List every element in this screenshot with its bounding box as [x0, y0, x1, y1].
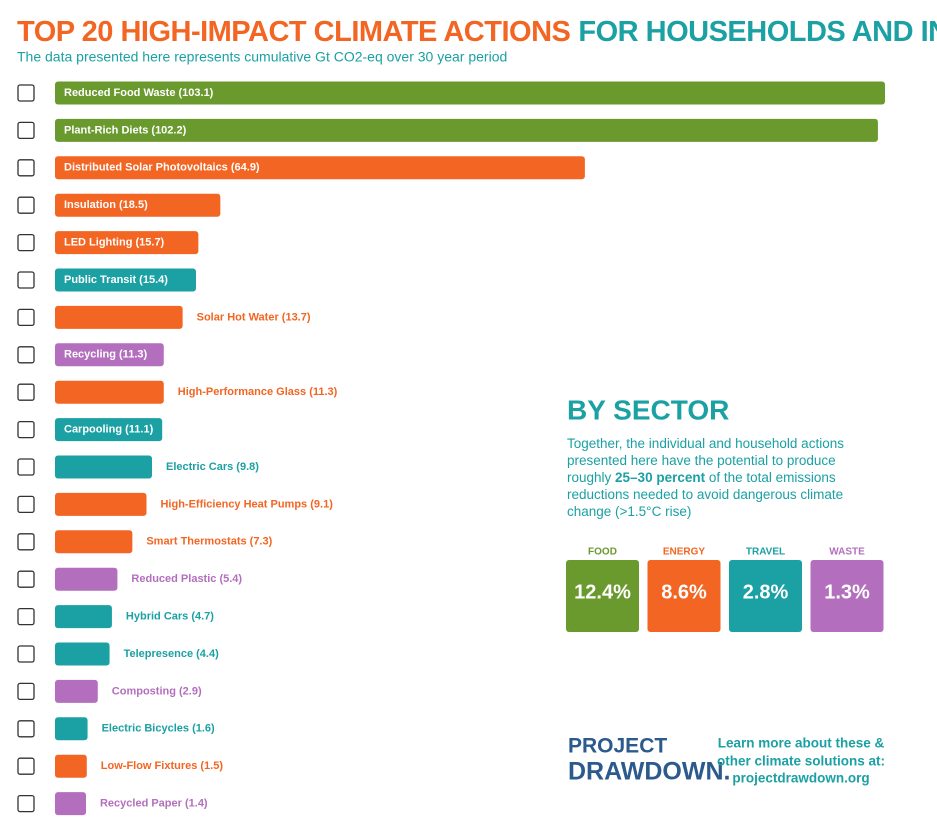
checkbox[interactable]	[17, 533, 35, 551]
bar	[55, 717, 88, 741]
bar	[55, 605, 112, 629]
checkbox[interactable]	[17, 607, 35, 626]
checkbox[interactable]	[17, 84, 35, 102]
sector-box	[647, 560, 721, 632]
bar	[55, 792, 86, 816]
bar	[55, 418, 163, 442]
checkbox[interactable]	[17, 383, 35, 401]
text: Together, the individual and household a…	[567, 436, 844, 485]
footer-text: projectdrawdown.org	[732, 771, 869, 786]
checkbox[interactable]	[17, 420, 35, 439]
checkbox[interactable]	[17, 346, 35, 364]
chart-subtitle: The data presented here represents cumul…	[17, 49, 507, 65]
sector-name: ENERGY	[663, 547, 706, 558]
title-part: TOP 20 HIGH-IMPACT CLIMATE ACTIONS	[17, 16, 571, 48]
sector-share: 8.6%	[661, 581, 707, 603]
bar	[55, 492, 147, 516]
bar-label: Recycling (11.3)	[64, 349, 147, 361]
text-bold: 25–30 percent	[615, 470, 706, 485]
bar-label: Reduced Plastic (5.4)	[131, 573, 242, 585]
bar	[55, 380, 164, 404]
sector-name: TRAVEL	[746, 547, 785, 558]
bar-label: Electric Cars (9.8)	[166, 461, 259, 473]
logo: DRAWDOWN.	[568, 758, 730, 786]
checkbox[interactable]	[17, 645, 35, 663]
bar	[55, 231, 199, 255]
bar-label: Recycled Paper (1.4)	[100, 798, 208, 810]
bar-label: Hybrid Cars (4.7)	[126, 611, 214, 623]
bar	[55, 81, 885, 105]
bar	[55, 118, 878, 142]
checkbox[interactable]	[17, 308, 35, 327]
bar	[55, 268, 196, 292]
checkbox[interactable]	[17, 271, 35, 289]
chart-title: TOP 20 HIGH-IMPACT CLIMATE ACTIONS FOR HO…	[17, 16, 937, 48]
checkbox[interactable]	[17, 757, 35, 775]
bar-label: High-Efficiency Heat Pumps (9.1)	[160, 498, 333, 510]
bar-label: Electric Bicycles (1.6)	[102, 723, 215, 735]
sector-name: WASTE	[829, 547, 865, 558]
checkbox[interactable]	[17, 121, 35, 140]
sector-name: FOOD	[588, 547, 617, 558]
checkbox[interactable]	[17, 720, 35, 738]
sector-share: 1.3%	[824, 581, 870, 603]
bar	[55, 455, 152, 479]
bar-label: Carpooling (11.1)	[64, 424, 154, 436]
bar	[55, 156, 585, 180]
bar	[55, 754, 87, 778]
bar-label: Telepresence (4.4)	[124, 648, 220, 660]
sector-box	[810, 560, 884, 632]
bar-label: Plant-Rich Diets (102.2)	[64, 124, 187, 136]
checkbox[interactable]	[17, 682, 35, 701]
bar	[55, 343, 164, 367]
checkbox[interactable]	[17, 159, 35, 177]
panel-text: Together, the individual and household a…	[567, 435, 879, 520]
title-part: FOR HOUSEHOLDS AND INDIVIDUALS	[578, 16, 937, 48]
sector-share: 12.4%	[574, 581, 631, 603]
footer-text: Learn more about these &	[718, 736, 885, 751]
logo: PROJECT	[568, 735, 667, 758]
bar-label: Low-Flow Fixtures (1.5)	[101, 760, 224, 772]
checkbox[interactable]	[17, 458, 35, 476]
bar-label: Smart Thermostats (7.3)	[146, 536, 272, 548]
bar	[55, 679, 98, 703]
bar-label: Public Transit (15.4)	[64, 274, 168, 286]
bar-label: Solar Hot Water (13.7)	[197, 311, 311, 323]
sector-share: 2.8%	[743, 581, 789, 603]
bar	[55, 567, 118, 591]
footer-text: other climate solutions at:	[717, 754, 885, 769]
checkbox[interactable]	[17, 570, 35, 588]
bar	[55, 193, 221, 217]
bar-label: Composting (2.9)	[112, 685, 202, 697]
checkbox[interactable]	[17, 495, 35, 514]
sector-box	[566, 560, 639, 632]
bar-label: High-Performance Glass (11.3)	[178, 386, 338, 398]
bar	[55, 530, 133, 554]
checkbox[interactable]	[17, 233, 35, 252]
bar-label: Reduced Food Waste (103.1)	[64, 87, 214, 99]
bar-label: Insulation (18.5)	[64, 199, 148, 211]
panel-title: BY SECTOR	[567, 394, 729, 425]
bar	[55, 642, 110, 666]
bar-label: LED Lighting (15.7)	[64, 237, 165, 249]
checkbox[interactable]	[17, 794, 35, 813]
bar	[55, 305, 183, 329]
sector-box	[729, 560, 802, 632]
checkbox[interactable]	[17, 196, 35, 214]
bar-label: Distributed Solar Photovoltaics (64.9)	[64, 162, 260, 174]
text: of the total emissions reductions needed…	[567, 470, 844, 519]
